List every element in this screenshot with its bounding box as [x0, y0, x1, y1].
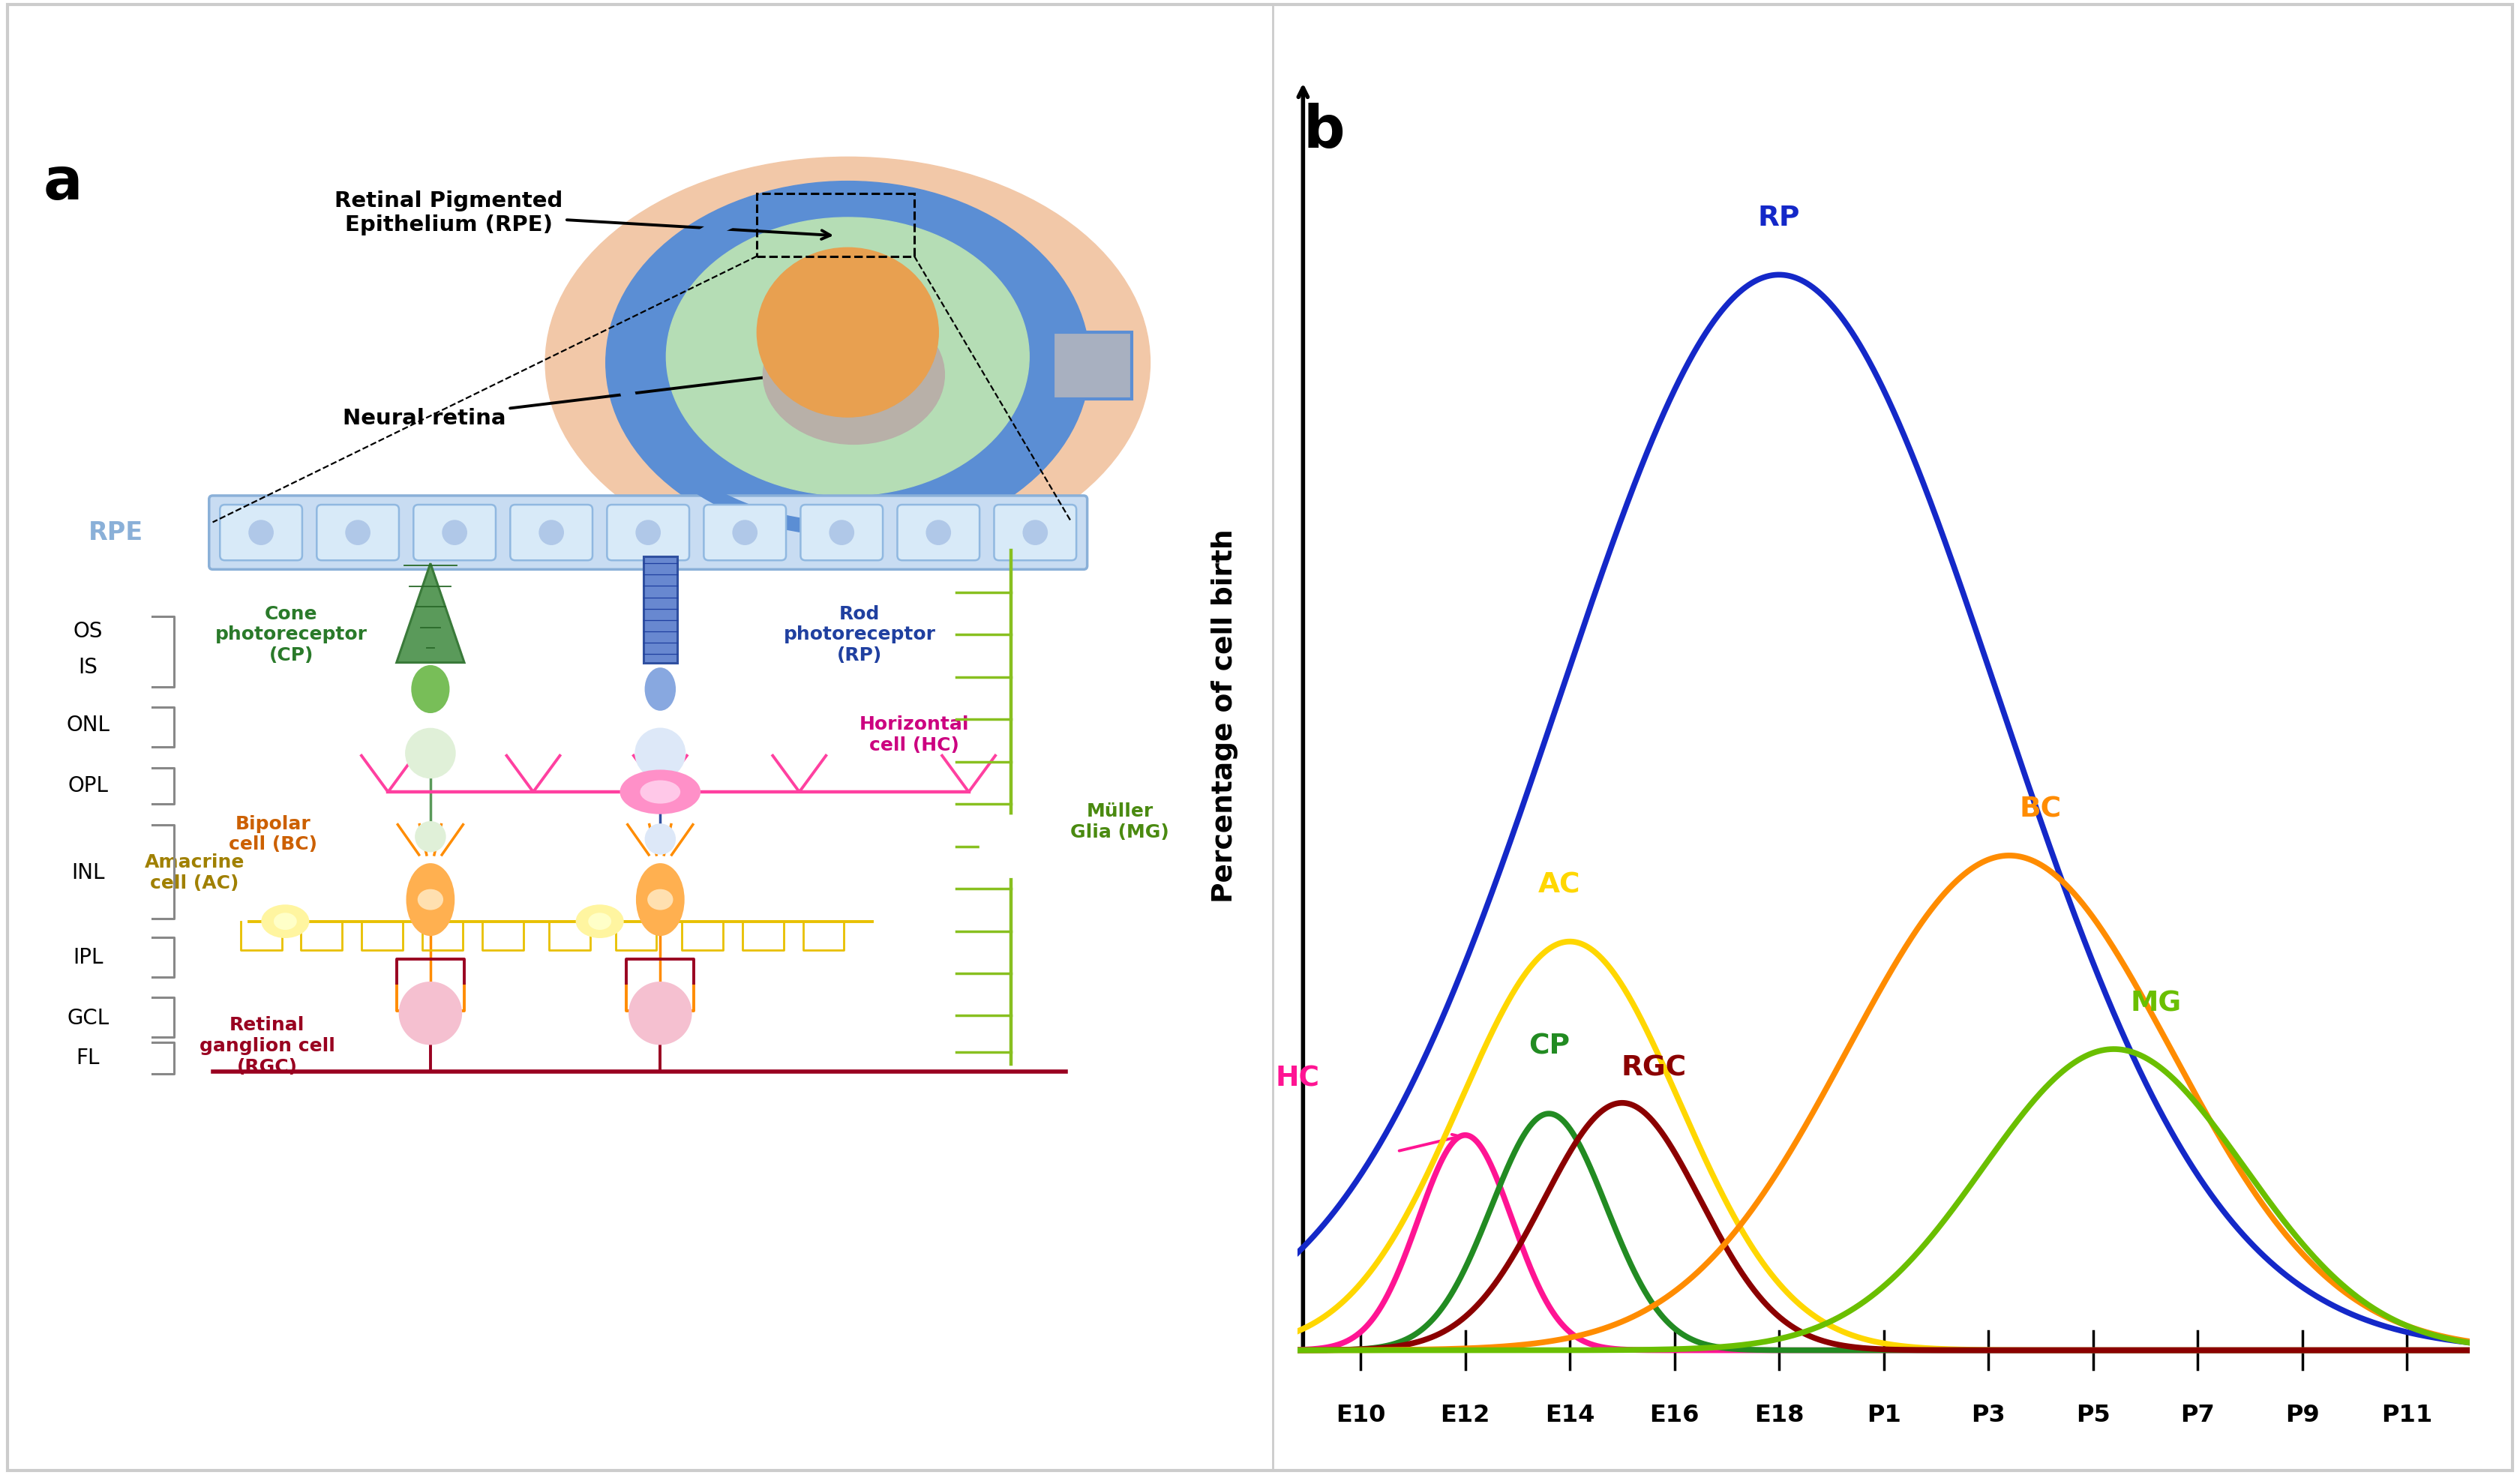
FancyBboxPatch shape — [897, 504, 980, 560]
Ellipse shape — [764, 305, 945, 444]
Ellipse shape — [590, 913, 610, 929]
Text: E18: E18 — [1754, 1404, 1804, 1428]
Text: IS: IS — [78, 656, 98, 678]
Circle shape — [635, 521, 660, 544]
Text: P5: P5 — [2076, 1404, 2109, 1428]
Circle shape — [345, 521, 370, 544]
Ellipse shape — [418, 889, 444, 909]
Polygon shape — [396, 563, 464, 662]
Text: Percentage of cell birth: Percentage of cell birth — [1212, 528, 1237, 903]
Text: AC: AC — [1537, 872, 1580, 898]
Ellipse shape — [408, 864, 454, 935]
Text: E14: E14 — [1545, 1404, 1595, 1428]
Bar — [1053, 332, 1131, 398]
Ellipse shape — [577, 906, 622, 937]
Circle shape — [645, 825, 675, 854]
Ellipse shape — [665, 217, 1028, 496]
FancyBboxPatch shape — [413, 504, 496, 560]
Ellipse shape — [756, 248, 937, 417]
Ellipse shape — [638, 864, 683, 935]
Circle shape — [444, 521, 466, 544]
Text: BC: BC — [2019, 797, 2061, 823]
Text: RPE: RPE — [88, 521, 144, 544]
Text: FL: FL — [76, 1047, 101, 1068]
Circle shape — [539, 521, 564, 544]
Ellipse shape — [544, 156, 1149, 568]
Circle shape — [995, 832, 1026, 861]
Bar — [643, 556, 678, 662]
Text: E10: E10 — [1336, 1404, 1386, 1428]
Text: HC: HC — [1275, 1065, 1320, 1092]
Ellipse shape — [640, 782, 680, 802]
Circle shape — [980, 816, 1041, 876]
Circle shape — [635, 729, 685, 777]
Circle shape — [416, 999, 446, 1028]
Ellipse shape — [275, 913, 297, 929]
Text: Bipolar
cell (BC): Bipolar cell (BC) — [229, 814, 318, 854]
Ellipse shape — [413, 667, 449, 712]
Text: Retinal Pigmented
Epithelium (RPE): Retinal Pigmented Epithelium (RPE) — [335, 190, 829, 239]
Text: OS: OS — [73, 621, 103, 642]
FancyBboxPatch shape — [703, 504, 786, 560]
FancyBboxPatch shape — [607, 504, 690, 560]
Text: OPL: OPL — [68, 776, 108, 797]
Circle shape — [630, 982, 690, 1043]
Text: E12: E12 — [1441, 1404, 1489, 1428]
Circle shape — [1023, 521, 1048, 544]
Text: Amacrine
cell (AC): Amacrine cell (AC) — [144, 854, 244, 892]
Circle shape — [927, 521, 950, 544]
Text: Neural retina: Neural retina — [343, 372, 781, 429]
Text: Müller
Glia (MG): Müller Glia (MG) — [1071, 802, 1169, 842]
Circle shape — [829, 521, 854, 544]
Circle shape — [733, 521, 756, 544]
Bar — [1053, 332, 1131, 398]
Text: ONL: ONL — [66, 715, 111, 736]
Circle shape — [249, 521, 272, 544]
Circle shape — [645, 999, 675, 1028]
Text: Rod
photoreceptor
(RP): Rod photoreceptor (RP) — [784, 605, 935, 665]
Text: GCL: GCL — [68, 1007, 108, 1028]
Text: Retinal
ganglion cell
(RGC): Retinal ganglion cell (RGC) — [199, 1016, 335, 1075]
Bar — [756, 193, 915, 257]
FancyBboxPatch shape — [993, 504, 1076, 560]
FancyBboxPatch shape — [801, 504, 882, 560]
Text: P9: P9 — [2286, 1404, 2318, 1428]
Text: IPL: IPL — [73, 947, 103, 968]
Text: RGC: RGC — [1620, 1055, 1686, 1081]
Text: a: a — [43, 155, 83, 211]
Text: RP: RP — [1759, 205, 1799, 232]
Text: P1: P1 — [1867, 1404, 1900, 1428]
Text: CP: CP — [1527, 1032, 1570, 1061]
Ellipse shape — [645, 668, 675, 709]
Text: Cone
photoreceptor
(CP): Cone photoreceptor (CP) — [214, 605, 368, 665]
Circle shape — [401, 982, 461, 1043]
Ellipse shape — [262, 906, 307, 937]
Text: P11: P11 — [2381, 1404, 2432, 1428]
Text: Horizontal
cell (HC): Horizontal cell (HC) — [859, 715, 970, 755]
Ellipse shape — [605, 181, 1089, 544]
Text: b: b — [1303, 103, 1346, 159]
Text: E16: E16 — [1651, 1404, 1698, 1428]
Text: INL: INL — [71, 863, 106, 884]
FancyBboxPatch shape — [509, 504, 592, 560]
Circle shape — [406, 729, 454, 777]
Text: P7: P7 — [2180, 1404, 2215, 1428]
FancyBboxPatch shape — [318, 504, 398, 560]
Ellipse shape — [620, 771, 701, 813]
Text: P3: P3 — [1971, 1404, 2006, 1428]
FancyBboxPatch shape — [219, 504, 302, 560]
Circle shape — [416, 822, 446, 851]
Ellipse shape — [648, 889, 673, 909]
FancyBboxPatch shape — [209, 496, 1086, 569]
Text: MG: MG — [2129, 990, 2182, 1016]
